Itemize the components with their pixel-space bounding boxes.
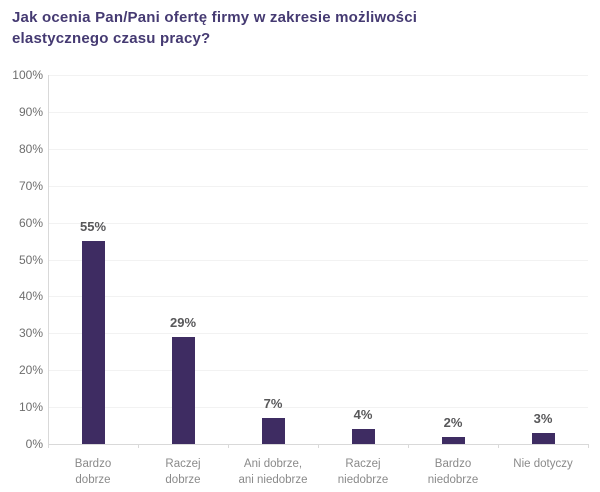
axis-tick <box>48 444 49 448</box>
bar <box>81 241 105 444</box>
x-axis-label-line: Bardzo <box>434 458 472 470</box>
axis-tick <box>498 444 499 448</box>
chart-title: Jak ocenia Pan/Pani ofertę firmy w zakre… <box>12 7 462 49</box>
bar <box>261 418 285 444</box>
gridline <box>48 148 588 150</box>
y-axis-label: 20% <box>18 363 43 378</box>
y-axis-label: 70% <box>18 178 43 193</box>
chart-title-line-2: elastycznego czasu pracy? <box>12 30 211 47</box>
x-axis-label-line: niedobrze <box>337 474 389 486</box>
y-axis-label: 50% <box>18 252 43 267</box>
axis-tick <box>408 444 409 448</box>
gridline <box>48 333 588 335</box>
gridline <box>48 296 588 298</box>
bar-value-label: 55% <box>79 219 107 235</box>
x-axis-label: Bardzo dobrze <box>75 456 111 488</box>
x-axis-label: Ani dobrze, ani niedobrze <box>238 456 307 488</box>
x-axis-label-line: dobrze <box>165 474 201 486</box>
chart-title-line-1: Jak ocenia Pan/Pani ofertę firmy w zakre… <box>12 9 418 26</box>
axis-tick <box>138 444 139 448</box>
x-axis-label-line: Ani dobrze, <box>243 458 303 470</box>
bar <box>531 432 555 444</box>
bar-value-label: 3% <box>533 410 553 426</box>
bar <box>351 429 375 444</box>
x-axis-label: Nie dotyczy <box>513 456 572 472</box>
x-axis-label-line: Raczej <box>165 458 201 470</box>
y-axis-label: 100% <box>12 68 43 82</box>
gridline <box>48 111 588 113</box>
x-axis-label-line: dobrze <box>75 474 111 486</box>
x-axis-label: Raczej dobrze <box>165 456 200 488</box>
y-axis-label: 40% <box>18 289 43 304</box>
x-axis-label-line: Bardzo <box>74 458 112 470</box>
y-axis-label: 30% <box>18 326 43 341</box>
axis-tick <box>228 444 229 448</box>
axis-tick <box>588 444 589 448</box>
gridline <box>48 75 588 76</box>
gridline <box>48 222 588 224</box>
bar-value-label: 29% <box>169 314 197 330</box>
x-axis-label-line: ani niedobrze <box>238 474 308 486</box>
y-axis-label: 90% <box>18 104 43 119</box>
gridline <box>48 259 588 261</box>
bar <box>441 436 465 444</box>
x-axis-label-line: niedobrze <box>427 474 479 486</box>
y-axis-label: 10% <box>18 400 43 415</box>
x-axis-label: Raczej niedobrze <box>338 456 389 488</box>
gridline <box>48 185 588 187</box>
axis-tick <box>318 444 319 448</box>
bar <box>171 336 195 444</box>
bar-value-label: 7% <box>263 396 283 412</box>
x-axis-label-line: Raczej <box>345 458 381 470</box>
bar-value-label: 2% <box>443 414 463 430</box>
x-axis-label-line: Nie dotyczy <box>513 458 573 470</box>
gridline <box>48 407 588 409</box>
y-axis-label: 60% <box>18 215 43 230</box>
y-axis-label: 80% <box>18 141 43 156</box>
y-axis-label: 0% <box>25 437 43 451</box>
x-axis-label: Bardzo niedobrze <box>428 456 479 488</box>
plot-area: 55% Bardzo dobrze 29% Raczej dobrze 7% Ani dobr… <box>48 75 589 486</box>
y-axis-line <box>48 75 49 444</box>
gridline <box>48 370 588 372</box>
bar-value-label: 4% <box>353 407 373 423</box>
